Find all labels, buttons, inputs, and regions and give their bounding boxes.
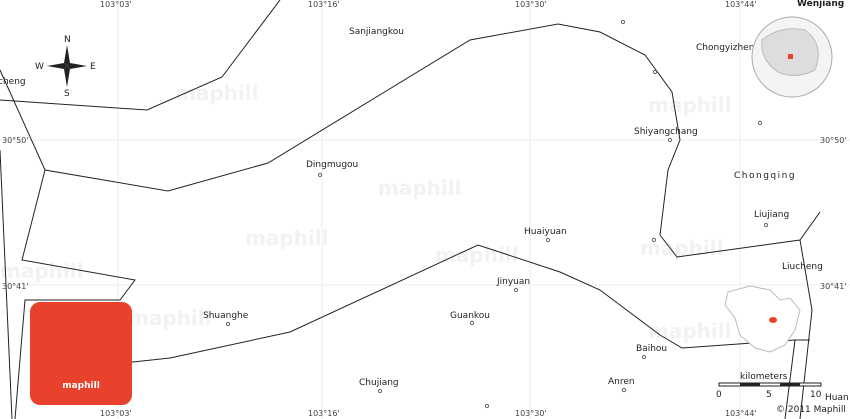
scale-label: 5 bbox=[766, 390, 772, 400]
place-label: Sanjiangkou bbox=[349, 27, 404, 37]
place-label: cheng bbox=[0, 77, 26, 87]
place-label: Dingmugou bbox=[306, 160, 358, 170]
watermark: maphill bbox=[128, 306, 211, 330]
scale-label: 10 bbox=[810, 390, 822, 400]
place-label: Huaiyuan bbox=[524, 227, 567, 237]
compass-label: N bbox=[64, 35, 71, 45]
watermark: maphill bbox=[435, 243, 518, 267]
place-label: Shuanghe bbox=[203, 311, 249, 321]
place-label: Shiyangchang bbox=[634, 127, 698, 137]
lat-label: 30°50' bbox=[2, 136, 29, 145]
place-label: Anren bbox=[608, 377, 635, 387]
lon-label: 103°30' bbox=[515, 409, 547, 418]
lon-label: 103°03' bbox=[100, 409, 132, 418]
boundaries bbox=[0, 0, 821, 419]
place-label: Chongyizhen bbox=[696, 43, 754, 53]
lon-label: 103°16' bbox=[308, 0, 340, 9]
compass-label: W bbox=[35, 62, 44, 72]
scale-unit: kilometers bbox=[740, 372, 788, 382]
place-label: Baihou bbox=[636, 344, 667, 354]
watermark: maphill bbox=[0, 259, 83, 283]
logo-text: maphill bbox=[62, 381, 100, 391]
watermark: maphill bbox=[175, 81, 258, 105]
lon-label: 103°03' bbox=[100, 0, 132, 9]
lat-label: 30°50' bbox=[820, 136, 847, 145]
watermark: maphill bbox=[648, 319, 731, 343]
copyright: © 2011 Maphill bbox=[776, 405, 846, 415]
globe bbox=[751, 16, 833, 98]
locator bbox=[724, 285, 801, 353]
place-label: Liujiang bbox=[754, 210, 789, 220]
watermark: maphill bbox=[245, 226, 328, 250]
lat-label: 30°41' bbox=[2, 282, 29, 291]
scale-bar: kilometers 0 5 10 © 2011 Maphill bbox=[716, 372, 846, 415]
compass-label: E bbox=[90, 62, 96, 72]
place-label: Huan bbox=[825, 393, 849, 403]
compass-label: S bbox=[64, 89, 70, 99]
watermark: maphill bbox=[648, 93, 731, 117]
logo[interactable]: maphill bbox=[30, 302, 132, 405]
lat-label: 30°41' bbox=[820, 282, 847, 291]
place-label: Wenjiang bbox=[797, 0, 844, 9]
lon-label: 103°44' bbox=[725, 409, 757, 418]
compass: N S E W bbox=[35, 35, 96, 99]
place-label: Jinyuan bbox=[496, 277, 530, 287]
places: Wenjiang Sanjiangkou Chongyizhen cheng S… bbox=[0, 0, 849, 409]
place-label: Guankou bbox=[450, 311, 490, 321]
place-label: Chongqing bbox=[734, 171, 796, 181]
lon-label: 103°44' bbox=[725, 0, 757, 9]
watermark: maphill bbox=[378, 176, 461, 200]
place-label: Liucheng bbox=[782, 262, 823, 272]
lon-label: 103°16' bbox=[308, 409, 340, 418]
scale-label: 0 bbox=[716, 390, 722, 400]
place-label: Chujiang bbox=[359, 378, 399, 388]
lon-label: 103°30' bbox=[515, 0, 547, 9]
